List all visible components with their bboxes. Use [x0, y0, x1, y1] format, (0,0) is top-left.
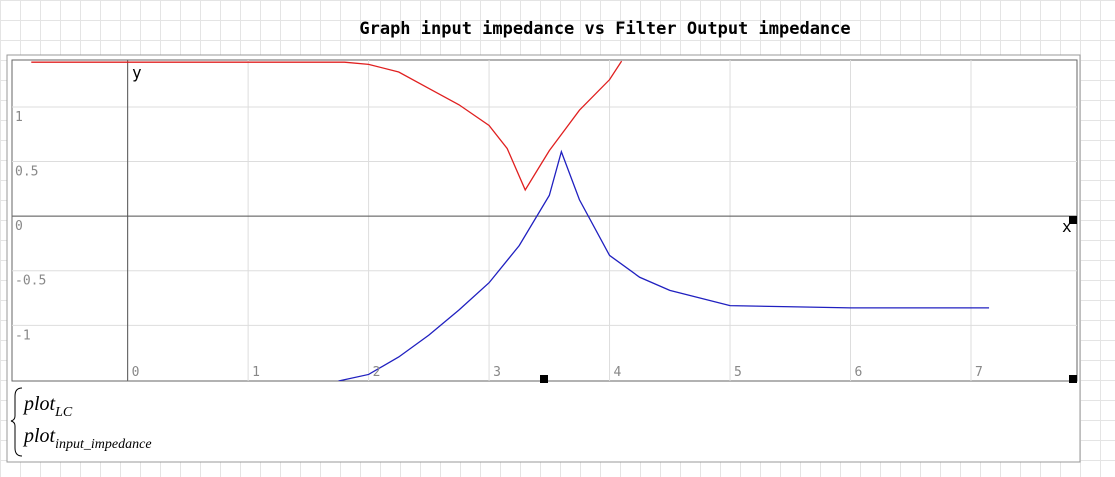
y-axis-label: y: [132, 63, 142, 82]
resize-handle[interactable]: [1069, 216, 1077, 224]
y-tick-label: 1: [15, 110, 23, 125]
x-tick-label: 1: [252, 365, 260, 380]
y-tick-label: 0: [15, 219, 23, 234]
line-series: [31, 60, 623, 192]
expression: plotinput_impedance: [22, 425, 152, 452]
x-tick-label: 2: [373, 365, 381, 380]
x-tick-label: 3: [493, 365, 501, 380]
chart-title: Graph input impedance vs Filter Output i…: [359, 19, 850, 39]
x-tick-label: 4: [614, 365, 622, 380]
x-axis-label: x: [1062, 217, 1072, 236]
grid: [12, 60, 1077, 381]
x-tick-label: 0: [132, 365, 140, 380]
resize-handle[interactable]: [1069, 375, 1077, 383]
expression-base: plot: [22, 425, 56, 447]
expression-base: plot: [22, 393, 56, 415]
brace: [10, 387, 23, 457]
expression-subscript: LC: [54, 405, 73, 420]
y-tick-label: -1: [15, 328, 31, 343]
x-tick-label: 7: [975, 365, 983, 380]
y-tick-label: 0.5: [15, 165, 38, 180]
expression: plotLC: [22, 393, 73, 420]
expression-subscript: input_impedance: [55, 437, 151, 452]
x-tick-label: 6: [855, 365, 863, 380]
x-tick-label: 5: [734, 365, 742, 380]
plot-area: [11, 59, 1078, 382]
resize-handle[interactable]: [540, 375, 548, 383]
y-tick-label: -0.5: [15, 274, 46, 289]
plot: [31, 60, 990, 381]
line-series: [338, 149, 990, 381]
